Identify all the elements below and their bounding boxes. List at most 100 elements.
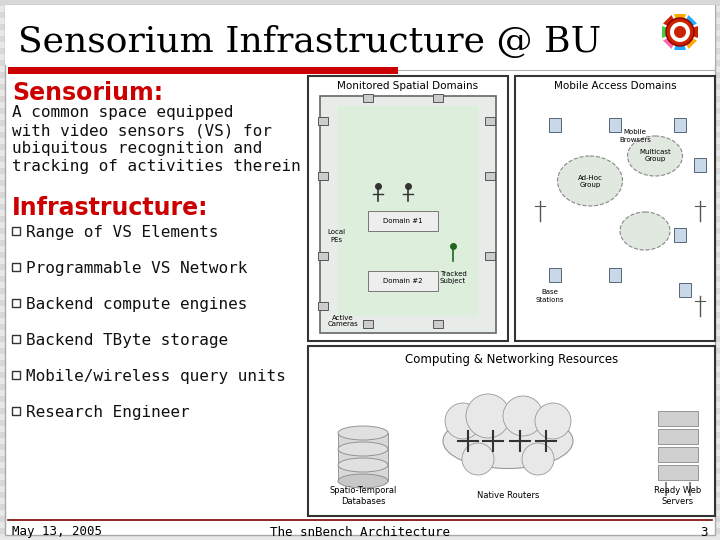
Bar bbox=[0, 198, 720, 204]
Bar bbox=[0, 162, 720, 168]
Bar bbox=[398, 70, 715, 71]
Polygon shape bbox=[674, 32, 686, 50]
Text: Base
Stations: Base Stations bbox=[536, 289, 564, 302]
Circle shape bbox=[674, 26, 686, 38]
Text: Infrastructure:: Infrastructure: bbox=[12, 196, 209, 220]
Text: Spatio-Temporal
Databases: Spatio-Temporal Databases bbox=[329, 487, 397, 505]
Bar bbox=[0, 276, 720, 282]
Bar bbox=[308, 76, 508, 341]
Bar bbox=[0, 378, 720, 384]
Bar bbox=[433, 320, 443, 328]
Bar bbox=[0, 492, 720, 498]
Bar bbox=[0, 504, 720, 510]
Bar bbox=[0, 246, 720, 252]
Bar bbox=[0, 354, 720, 360]
Text: ubiquitous recognition and: ubiquitous recognition and bbox=[12, 141, 262, 157]
Bar bbox=[0, 234, 720, 240]
Bar bbox=[0, 36, 720, 42]
Bar bbox=[485, 117, 495, 125]
Text: Mobile Access Domains: Mobile Access Domains bbox=[554, 81, 676, 91]
Text: Domain #2: Domain #2 bbox=[383, 278, 423, 284]
Bar bbox=[0, 426, 720, 432]
Bar bbox=[12, 299, 20, 307]
Bar bbox=[658, 465, 698, 480]
Polygon shape bbox=[674, 14, 686, 32]
Bar bbox=[12, 407, 20, 415]
Text: Mobile
Browsers: Mobile Browsers bbox=[619, 130, 651, 143]
Bar bbox=[0, 480, 720, 486]
Bar bbox=[338, 465, 388, 481]
Bar bbox=[0, 90, 720, 96]
Text: May 13, 2005: May 13, 2005 bbox=[12, 525, 102, 538]
Bar bbox=[0, 444, 720, 450]
Bar bbox=[0, 294, 720, 300]
Text: Backend compute engines: Backend compute engines bbox=[26, 296, 248, 312]
Bar bbox=[0, 12, 720, 18]
Bar bbox=[0, 24, 720, 30]
Text: Mobile/wireless query units: Mobile/wireless query units bbox=[26, 368, 286, 383]
Polygon shape bbox=[680, 32, 697, 49]
Bar bbox=[658, 447, 698, 462]
Bar bbox=[0, 78, 720, 84]
Ellipse shape bbox=[338, 426, 388, 440]
Bar bbox=[363, 94, 373, 102]
Circle shape bbox=[670, 22, 690, 42]
Bar bbox=[0, 168, 720, 174]
Bar bbox=[515, 76, 715, 341]
Ellipse shape bbox=[620, 212, 670, 250]
Text: Research Engineer: Research Engineer bbox=[26, 404, 189, 420]
Bar bbox=[0, 384, 720, 390]
Bar bbox=[0, 486, 720, 492]
Bar bbox=[12, 371, 20, 379]
Bar bbox=[0, 126, 720, 132]
Bar bbox=[0, 54, 720, 60]
Bar bbox=[0, 192, 720, 198]
Bar bbox=[12, 335, 20, 343]
Bar bbox=[0, 366, 720, 372]
Bar bbox=[0, 84, 720, 90]
Bar bbox=[674, 228, 686, 242]
Bar bbox=[0, 450, 720, 456]
Bar bbox=[0, 330, 720, 336]
Bar bbox=[485, 172, 495, 180]
Bar bbox=[338, 449, 388, 465]
Bar bbox=[0, 318, 720, 324]
Bar bbox=[679, 283, 691, 297]
Bar bbox=[368, 211, 438, 231]
Bar bbox=[0, 132, 720, 138]
Text: The snBench Architecture: The snBench Architecture bbox=[270, 525, 450, 538]
Bar bbox=[433, 94, 443, 102]
Bar bbox=[0, 324, 720, 330]
Bar bbox=[8, 67, 398, 74]
Text: Native Routers: Native Routers bbox=[477, 491, 539, 501]
Bar bbox=[0, 0, 720, 6]
Text: Domain #1: Domain #1 bbox=[383, 218, 423, 224]
Bar bbox=[0, 204, 720, 210]
Bar bbox=[0, 150, 720, 156]
Bar bbox=[0, 240, 720, 246]
Bar bbox=[0, 174, 720, 180]
Circle shape bbox=[503, 396, 543, 436]
Polygon shape bbox=[680, 15, 697, 32]
Ellipse shape bbox=[628, 136, 683, 176]
Bar bbox=[0, 72, 720, 78]
Bar bbox=[0, 474, 720, 480]
Bar bbox=[0, 144, 720, 150]
Bar bbox=[0, 264, 720, 270]
Bar bbox=[0, 510, 720, 516]
Text: A common space equipped: A common space equipped bbox=[12, 105, 233, 120]
Ellipse shape bbox=[338, 442, 388, 456]
Bar bbox=[0, 216, 720, 222]
Bar bbox=[0, 468, 720, 474]
Bar bbox=[0, 282, 720, 288]
Bar bbox=[0, 18, 720, 24]
Bar bbox=[0, 186, 720, 192]
Text: Ad-Hoc
Group: Ad-Hoc Group bbox=[577, 174, 603, 187]
Bar bbox=[0, 420, 720, 426]
Bar bbox=[0, 396, 720, 402]
Bar bbox=[0, 114, 720, 120]
Bar bbox=[0, 210, 720, 216]
Bar bbox=[0, 390, 720, 396]
Text: 3: 3 bbox=[701, 525, 708, 538]
Bar bbox=[0, 60, 720, 66]
